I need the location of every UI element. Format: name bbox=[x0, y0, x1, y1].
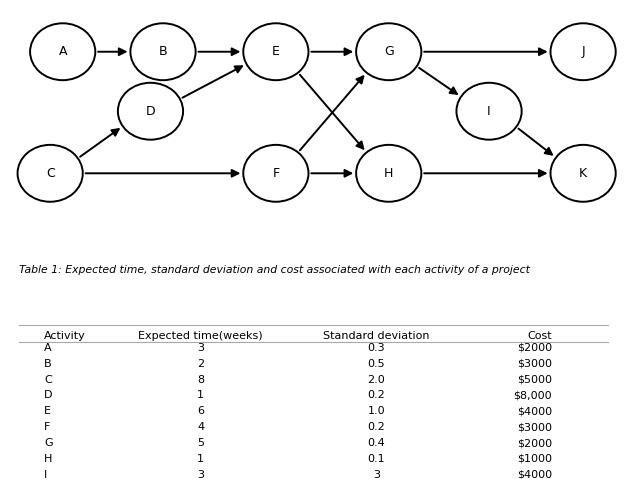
Text: 0.4: 0.4 bbox=[367, 438, 385, 448]
Text: C: C bbox=[46, 167, 55, 180]
Text: 2: 2 bbox=[197, 359, 204, 369]
Text: H: H bbox=[44, 454, 52, 464]
Text: Expected time(weeks): Expected time(weeks) bbox=[139, 331, 263, 341]
Text: $4000: $4000 bbox=[517, 406, 552, 416]
Text: $8,000: $8,000 bbox=[513, 390, 552, 400]
Text: 3: 3 bbox=[197, 470, 204, 479]
Text: $1000: $1000 bbox=[517, 454, 552, 464]
Ellipse shape bbox=[118, 83, 183, 140]
Text: 5: 5 bbox=[197, 438, 204, 448]
Text: E: E bbox=[44, 406, 51, 416]
Text: $5000: $5000 bbox=[517, 375, 552, 385]
Text: Table 1: Expected time, standard deviation and cost associated with each activit: Table 1: Expected time, standard deviati… bbox=[19, 265, 530, 275]
Text: 1: 1 bbox=[197, 390, 204, 400]
Ellipse shape bbox=[18, 145, 83, 202]
Ellipse shape bbox=[551, 145, 616, 202]
Text: 0.2: 0.2 bbox=[367, 422, 385, 432]
Text: E: E bbox=[272, 45, 280, 58]
Text: B: B bbox=[44, 359, 51, 369]
Text: 3: 3 bbox=[372, 470, 380, 479]
Text: $2000: $2000 bbox=[517, 343, 552, 353]
Text: 6: 6 bbox=[197, 406, 204, 416]
Text: 0.5: 0.5 bbox=[367, 359, 385, 369]
Text: B: B bbox=[159, 45, 167, 58]
Text: 8: 8 bbox=[197, 375, 204, 385]
Text: J: J bbox=[581, 45, 585, 58]
Text: 0.2: 0.2 bbox=[367, 390, 385, 400]
Text: F: F bbox=[272, 167, 280, 180]
Ellipse shape bbox=[356, 23, 421, 80]
Text: I: I bbox=[487, 105, 491, 118]
Ellipse shape bbox=[243, 145, 308, 202]
Text: D: D bbox=[145, 105, 155, 118]
Ellipse shape bbox=[456, 83, 522, 140]
Text: G: G bbox=[44, 438, 53, 448]
Ellipse shape bbox=[356, 145, 421, 202]
Text: 0.3: 0.3 bbox=[367, 343, 385, 353]
Text: 2.0: 2.0 bbox=[367, 375, 385, 385]
Text: F: F bbox=[44, 422, 50, 432]
Ellipse shape bbox=[30, 23, 95, 80]
Text: Standard deviation: Standard deviation bbox=[323, 331, 429, 341]
Text: Activity: Activity bbox=[44, 331, 86, 341]
Text: $3000: $3000 bbox=[517, 422, 552, 432]
Text: A: A bbox=[44, 343, 51, 353]
Ellipse shape bbox=[551, 23, 616, 80]
Text: H: H bbox=[384, 167, 393, 180]
Text: $4000: $4000 bbox=[517, 470, 552, 479]
Text: C: C bbox=[44, 375, 51, 385]
Text: 3: 3 bbox=[197, 343, 204, 353]
Text: 1: 1 bbox=[197, 454, 204, 464]
Text: $2000: $2000 bbox=[517, 438, 552, 448]
Text: I: I bbox=[44, 470, 47, 479]
Text: 0.1: 0.1 bbox=[367, 454, 385, 464]
Text: D: D bbox=[44, 390, 53, 400]
Ellipse shape bbox=[243, 23, 308, 80]
Text: G: G bbox=[384, 45, 394, 58]
Text: 1.0: 1.0 bbox=[367, 406, 385, 416]
Text: $3000: $3000 bbox=[517, 359, 552, 369]
Text: K: K bbox=[579, 167, 587, 180]
Ellipse shape bbox=[130, 23, 196, 80]
Text: A: A bbox=[58, 45, 67, 58]
Text: Cost: Cost bbox=[527, 331, 552, 341]
Text: 4: 4 bbox=[197, 422, 204, 432]
